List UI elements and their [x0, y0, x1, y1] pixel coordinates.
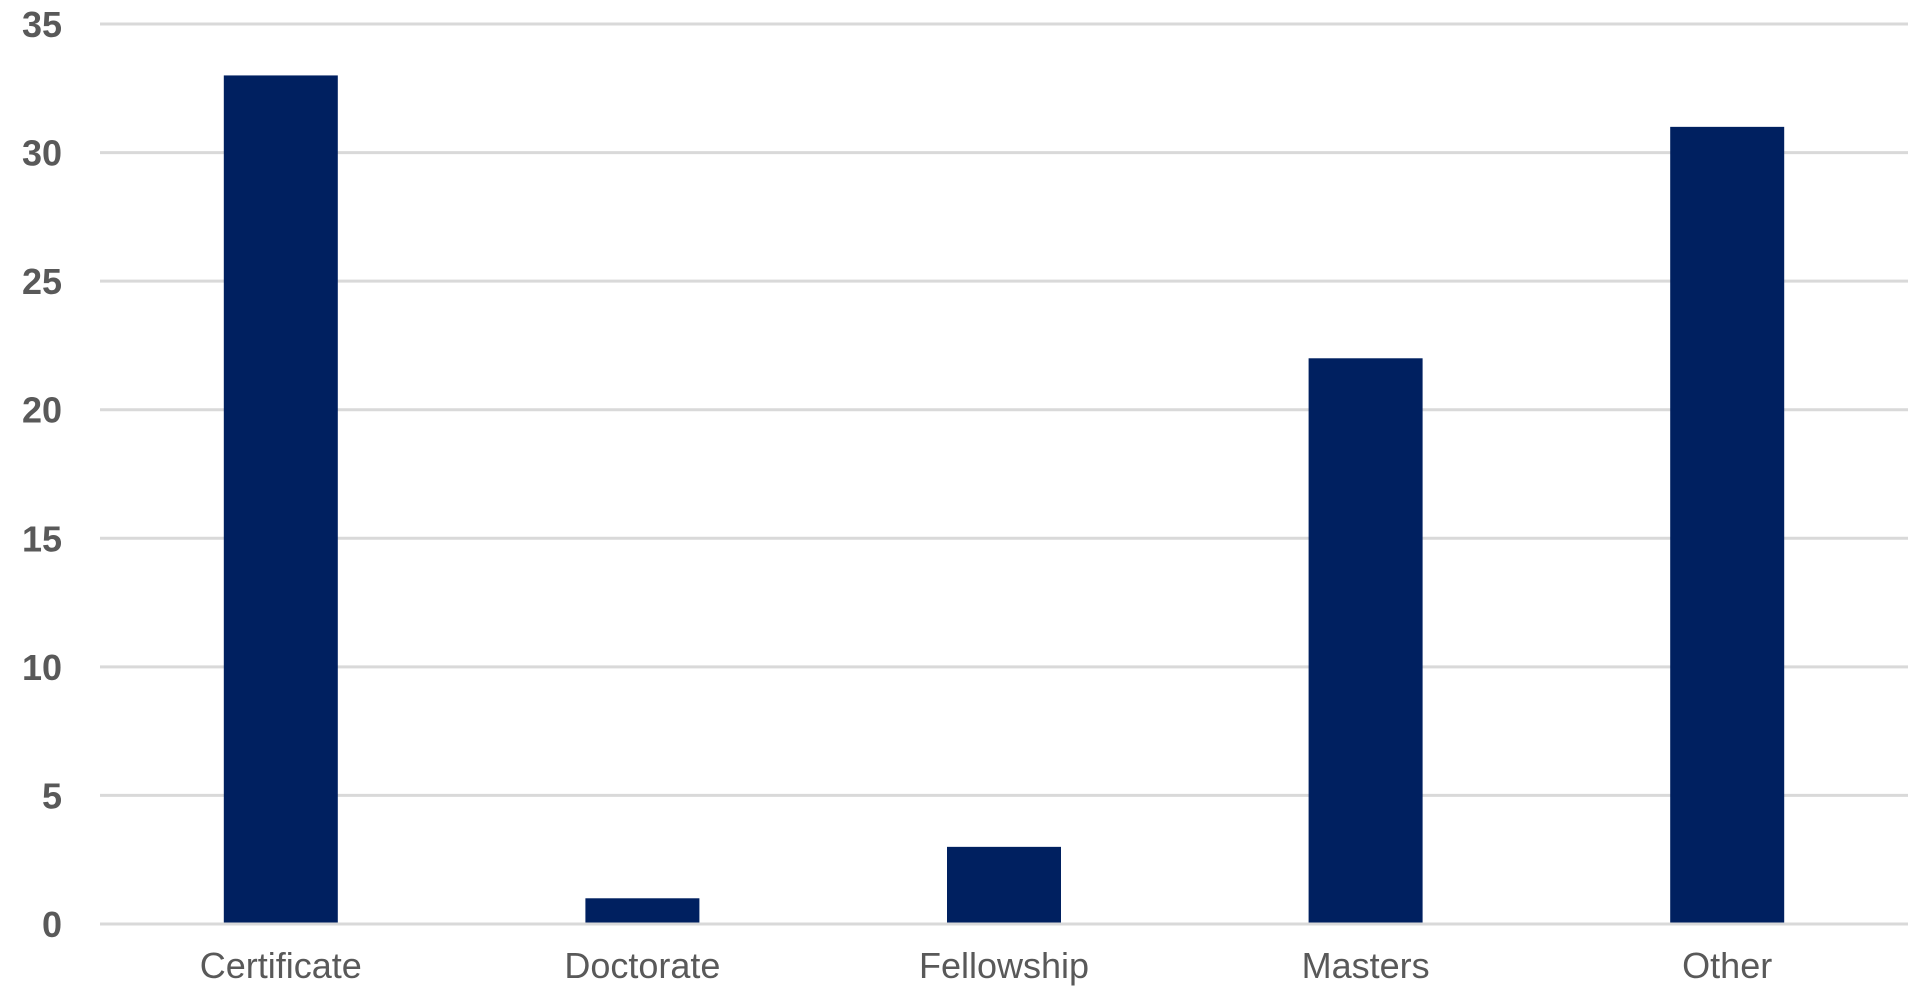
y-tick-label: 5 — [42, 775, 62, 816]
bar-other — [1670, 126, 1785, 925]
y-axis-tick-labels: 0 5 10 15 20 25 30 35 — [22, 4, 62, 945]
y-tick-label: 0 — [42, 904, 62, 945]
x-tick-label-doctorate: Doctorate — [564, 945, 720, 986]
y-tick-label: 30 — [22, 133, 62, 174]
x-tick-label-fellowship: Fellowship — [919, 945, 1089, 986]
bars — [223, 75, 1785, 925]
y-tick-label: 35 — [22, 4, 62, 45]
gridlines — [100, 22, 1908, 797]
x-tick-label-masters: Masters — [1302, 945, 1430, 986]
bar-doctorate — [585, 898, 700, 924]
x-tick-label-other: Other — [1682, 945, 1772, 986]
y-tick-label: 25 — [22, 261, 62, 302]
y-tick-label: 10 — [22, 647, 62, 688]
bar-masters — [1308, 358, 1423, 924]
y-tick-label: 15 — [22, 518, 62, 559]
x-axis-tick-labels: Certificate Doctorate Fellowship Masters Oth… — [200, 945, 1772, 986]
x-tick-label-certificate: Certificate — [200, 945, 362, 986]
y-tick-label: 20 — [22, 390, 62, 431]
bar-fellowship — [947, 846, 1061, 924]
bar-certificate — [223, 75, 338, 924]
